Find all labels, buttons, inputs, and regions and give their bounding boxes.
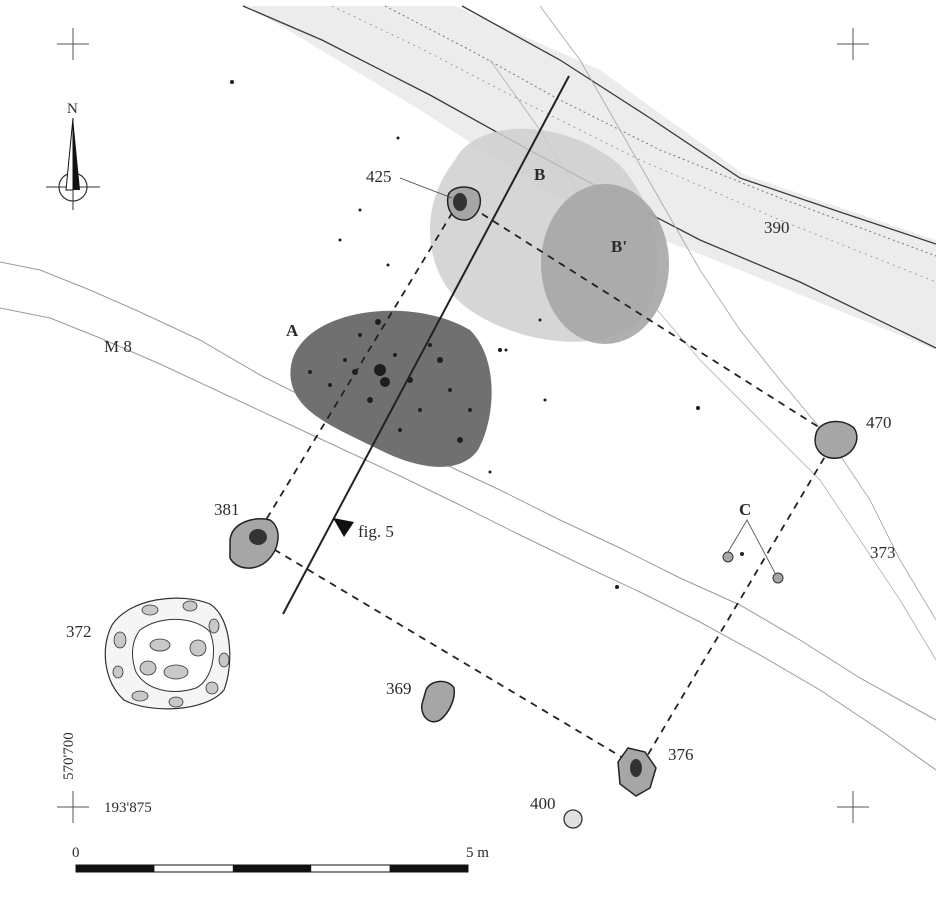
- section-label: fig. 5: [358, 522, 394, 541]
- zone-c-label: C: [739, 500, 751, 519]
- label-470: 470: [866, 413, 892, 432]
- zone-a: [290, 310, 492, 467]
- scale-start-label: 0: [72, 845, 80, 861]
- label-381: 381: [214, 500, 240, 519]
- road-label: M 8: [104, 337, 132, 356]
- feature-c-3: [740, 552, 744, 556]
- scale-bar: [75, 864, 469, 873]
- pit-369: [421, 680, 456, 723]
- easting-label: 193'875: [104, 800, 152, 816]
- zone-b-label: B: [534, 165, 545, 184]
- band-390-dotted-2: [331, 5, 936, 283]
- grid-crosses: [57, 28, 869, 823]
- structure-outline: [253, 198, 838, 770]
- posthole-425-core: [453, 193, 467, 211]
- section-arrow: [333, 518, 354, 537]
- label-390: 390: [764, 218, 790, 237]
- section-line: [282, 75, 570, 615]
- label-425: 425: [366, 167, 392, 186]
- zone-a-label: A: [286, 321, 299, 340]
- feature-c-2: [772, 572, 784, 584]
- northing-label: 570'700: [61, 732, 77, 780]
- scattered-finds: [230, 80, 700, 589]
- hearth-372: [104, 597, 231, 710]
- north-label: N: [67, 101, 78, 117]
- posthole-381-core: [249, 529, 267, 545]
- label-400: 400: [530, 794, 556, 813]
- posthole-470: [814, 420, 858, 459]
- contour-3: [539, 5, 936, 621]
- label-376: 376: [668, 745, 694, 764]
- band-390-edge-lower: [461, 5, 936, 245]
- zone-b-prime: [541, 184, 669, 344]
- label-372: 372: [66, 622, 92, 641]
- feature-c-1: [722, 551, 734, 563]
- posthole-376-core: [630, 759, 642, 777]
- leader-425: [399, 177, 453, 199]
- c-leader: [727, 519, 776, 574]
- feature-400: [563, 809, 583, 829]
- zone-a-stones: [308, 319, 472, 443]
- north-arrow: [46, 117, 100, 210]
- scale-end-label: 5 m: [466, 845, 489, 861]
- label-373: 373: [870, 543, 896, 562]
- contour-2: [0, 307, 936, 771]
- zone-b-prime-label: B': [611, 237, 627, 256]
- label-369: 369: [386, 679, 412, 698]
